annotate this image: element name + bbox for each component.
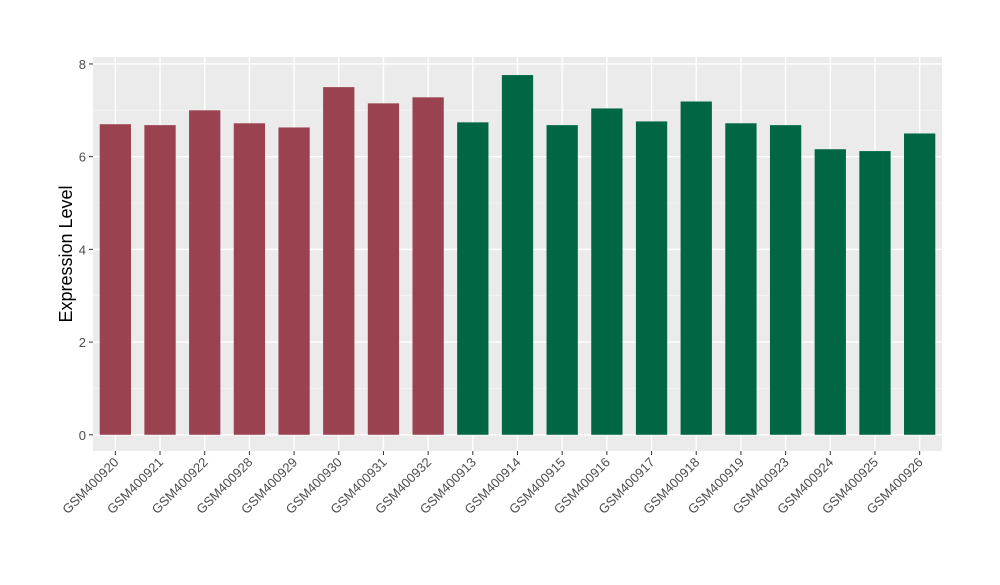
- bar: [278, 127, 310, 435]
- bar: [591, 108, 623, 435]
- bar: [725, 123, 757, 435]
- bar: [859, 151, 891, 435]
- bar: [769, 125, 802, 435]
- bar: [546, 125, 578, 435]
- bar: [367, 103, 400, 435]
- bar: [814, 149, 846, 435]
- y-tick-label: 4: [79, 242, 86, 257]
- bar: [635, 121, 668, 435]
- bars: [99, 75, 936, 435]
- bar: [457, 122, 489, 435]
- bar: [189, 110, 221, 435]
- bar: [501, 75, 534, 435]
- bar: [99, 124, 131, 435]
- y-tick-label: 8: [79, 57, 86, 72]
- bar: [904, 133, 936, 435]
- bar: [233, 123, 266, 435]
- bar: [680, 101, 712, 435]
- bar: [323, 87, 355, 435]
- bar: [144, 125, 176, 435]
- y-tick-label: 6: [79, 150, 86, 165]
- bar: [412, 97, 444, 435]
- y-axis: 0 2 4 6 8: [79, 57, 93, 443]
- y-tick-label: 0: [79, 428, 86, 443]
- y-tick-label: 2: [79, 335, 86, 350]
- x-axis: GSM400920GSM400921GSM400922GSM400928GSM4…: [59, 451, 926, 517]
- y-axis-title: Expression Level: [56, 185, 76, 322]
